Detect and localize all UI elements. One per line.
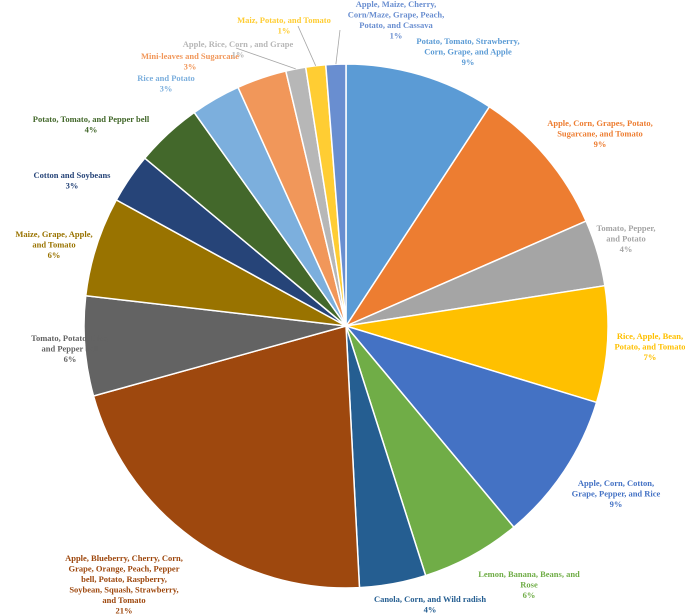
- slice-label-line: and Potato: [606, 234, 645, 244]
- slice-label: Potato, Tomato, Strawberry, Corn, Grape, …: [416, 36, 519, 67]
- slice-label-line: Mini-leaves and Sugarcane: [141, 51, 239, 61]
- slice-percent: 4%: [85, 125, 98, 135]
- slice-label-line: Apple, Rice, Corn , and Grape: [183, 39, 294, 49]
- pie-slice: [92, 325, 361, 589]
- slice-label-line: Corn, Grape, and Apple: [424, 47, 512, 57]
- slice-percent: 3%: [160, 84, 173, 94]
- slice-percent: 7%: [644, 352, 657, 362]
- slice-labels: Potato, Tomato, Strawberry, Corn, Grape, …: [15, 0, 685, 616]
- pie-slice: [345, 63, 491, 329]
- slice-label-line: Potato, and Tomato: [614, 342, 685, 352]
- slice-label: Tomato, Potato, Rice, and Pepper bell 6%: [31, 333, 109, 364]
- leader-line: [235, 47, 296, 70]
- slice-label-line: Cotton and Soybeans: [34, 170, 112, 180]
- slice-label-line: Grape, Pepper, and Rice: [572, 489, 661, 499]
- slice-percent: 6%: [48, 250, 61, 260]
- slice-label-line: Soybean, Squash, Strawberry,: [69, 585, 178, 595]
- slice-percent: 3%: [66, 181, 79, 191]
- slice-label-line: Potato, and Cassava: [359, 20, 433, 30]
- slice-label: Mini-leaves and Sugarcane 3%: [141, 51, 239, 72]
- slice-label: Apple, Corn, Cotton, Grape, Pepper, and R…: [572, 478, 661, 509]
- slice-label-line: Apple, Corn, Grapes, Potato,: [547, 118, 653, 128]
- slice-label-line: and Tomato: [32, 240, 75, 250]
- slice-label-line: Lemon, Banana, Beans, and: [478, 569, 580, 579]
- slice-label-line: and Tomato: [102, 595, 145, 605]
- slice-percent: 21%: [116, 606, 133, 616]
- slice-label: Lemon, Banana, Beans, and Rose 6%: [478, 569, 580, 600]
- leader-line: [335, 29, 341, 65]
- slice-label-line: Apple, Maize, Cherry,: [356, 0, 437, 9]
- slice-label: Maize, Grape, Apple, and Tomato 6%: [15, 229, 92, 260]
- pie-slice: [343, 105, 588, 328]
- leader-lines: [235, 25, 341, 70]
- slice-label-line: Maiz, Potato, and Tomato: [237, 15, 331, 25]
- slice-percent: 9%: [462, 57, 475, 67]
- slice-label-line: Canola, Corn, and Wild radish: [374, 594, 486, 604]
- pie-slices: [83, 63, 609, 589]
- slice-percent: 3%: [184, 62, 197, 72]
- slice-label-line: Rice and Potato: [137, 73, 195, 83]
- slice-label-line: Grape, Orange, Peach, Pepper: [69, 564, 180, 574]
- slice-label-line: Potato, Tomato, and Pepper bell: [33, 114, 150, 124]
- pie-slice: [345, 284, 609, 404]
- slice-label-line: Apple, Corn, Cotton,: [578, 478, 654, 488]
- slice-label: Canola, Corn, and Wild radish 4%: [374, 594, 486, 615]
- slice-percent: 1%: [278, 26, 291, 36]
- leader-line: [297, 25, 317, 66]
- slice-label-line: Tomato, Pepper,: [596, 223, 655, 233]
- slice-label: Apple, Blueberry, Cherry, Corn, Grape, Or…: [65, 553, 183, 616]
- slice-label-line: Sugarcane, and Tomato: [557, 129, 643, 139]
- slice-percent: 4%: [620, 244, 633, 254]
- slice-percent: 6%: [523, 590, 536, 600]
- slice-label-line: Potato, Tomato, Strawberry,: [416, 36, 519, 46]
- slice-label-line: and Pepper bell: [42, 344, 100, 354]
- slice-percent: 1%: [232, 50, 245, 60]
- slice-percent: 1%: [390, 31, 403, 41]
- slice-label: Rice, Apple, Bean, Potato, and Tomato 7%: [614, 331, 685, 362]
- slice-label: Maiz, Potato, and Tomato 1%: [237, 15, 331, 36]
- slice-label-line: Rose: [520, 580, 538, 590]
- slice-label-line: Apple, Blueberry, Cherry, Corn,: [65, 553, 183, 563]
- slice-label: Apple, Maize, Cherry, Corn/Maze, Grape, P…: [348, 0, 445, 41]
- slice-percent: 9%: [594, 139, 607, 149]
- slice-label-line: Tomato, Potato, Rice,: [31, 333, 109, 343]
- slice-label-line: Maize, Grape, Apple,: [15, 229, 92, 239]
- pie-slice: [343, 324, 598, 529]
- slice-label: Apple, Rice, Corn , and Grape 1%: [183, 39, 294, 60]
- slice-percent: 9%: [610, 499, 623, 509]
- slice-label: Cotton and Soybeans 3%: [34, 170, 112, 191]
- slice-label: Apple, Corn, Grapes, Potato, Sugarcane, a…: [547, 118, 653, 149]
- slice-percent: 4%: [424, 605, 437, 615]
- slice-label: Rice and Potato 3%: [137, 73, 195, 94]
- slice-label-line: Rice, Apple, Bean,: [617, 331, 683, 341]
- slice-label: Tomato, Pepper, and Potato 4%: [596, 223, 655, 254]
- slice-label-line: Corn/Maze, Grape, Peach,: [348, 10, 445, 20]
- slice-label: Potato, Tomato, and Pepper bell 4%: [33, 114, 150, 135]
- slice-label-line: bell, Potato, Raspberry,: [81, 574, 167, 584]
- slice-percent: 6%: [64, 354, 77, 364]
